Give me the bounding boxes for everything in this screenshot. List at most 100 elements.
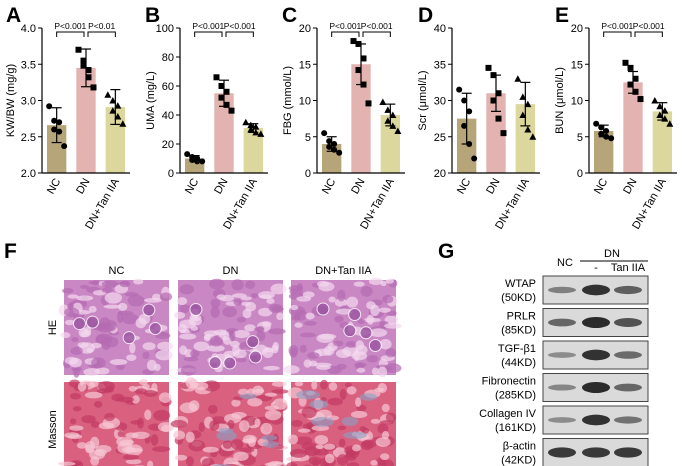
- blot-band: [548, 417, 576, 423]
- data-point: [114, 102, 122, 109]
- tissue-cell: [307, 352, 320, 359]
- panel-letter-D: D: [418, 4, 433, 27]
- tissue-cell: [381, 403, 390, 413]
- tissue-cell: [289, 448, 308, 458]
- significance-bracket: [225, 31, 254, 37]
- histology-panel: F NC DN DN+Tan IIA HE Masson: [4, 240, 402, 466]
- tissue-cell: [271, 381, 287, 387]
- blot-band: [548, 352, 576, 358]
- p-value-label: P<0.001: [633, 21, 665, 31]
- tissue-cell: [316, 280, 330, 287]
- data-point: [75, 46, 82, 53]
- glomerulus: [189, 303, 203, 317]
- data-point: [109, 97, 117, 104]
- tissue-cell: [90, 456, 100, 466]
- x-tick-label-DN: DN: [349, 176, 367, 196]
- tissue-cell: [203, 334, 211, 342]
- tissue-cell: [294, 436, 313, 445]
- tissue-cell: [150, 434, 159, 446]
- significance-bracket: [331, 31, 360, 37]
- tissue-cell: [83, 368, 101, 376]
- tissue-cell: [335, 349, 351, 359]
- protein-name: TGF-β1: [498, 343, 536, 355]
- tissue-cell: [128, 385, 137, 392]
- x-tick-label-NC: NC: [45, 176, 63, 196]
- bar-DN: [486, 93, 506, 173]
- fibrosis-area: [239, 393, 257, 400]
- bar-DN: [623, 82, 643, 173]
- data-point: [384, 106, 392, 113]
- tissue-cell: [236, 316, 246, 323]
- fibrosis-area: [311, 416, 334, 427]
- tissue-cell: [189, 314, 202, 322]
- p-value-label: P<0.001: [601, 21, 633, 31]
- tissue-cell: [183, 356, 199, 362]
- data-point: [90, 84, 97, 91]
- data-point: [627, 64, 634, 71]
- data-point: [189, 156, 196, 163]
- blot-band: [614, 351, 642, 359]
- x-tick-label-DN: DN: [74, 176, 92, 196]
- y-tick-label: 40: [162, 110, 174, 122]
- fibrosis-area: [262, 440, 279, 448]
- tissue-cell: [67, 302, 74, 310]
- blot-band: [614, 416, 642, 424]
- blot-band: [614, 285, 642, 295]
- y-tick-label: 3.5: [21, 59, 36, 71]
- tissue-cell: [155, 350, 173, 361]
- tissue-cell: [104, 292, 123, 304]
- blot-band: [548, 318, 576, 327]
- tissue-cell: [125, 458, 142, 465]
- blot-header-tan: Tan IIA: [611, 262, 646, 274]
- glomerulus: [316, 302, 330, 316]
- tissue-cell: [77, 342, 89, 348]
- tissue-cell: [368, 277, 383, 286]
- bar-NC: [46, 125, 67, 173]
- data-point: [331, 146, 338, 153]
- x-tick-label-DN: DN: [212, 176, 230, 196]
- tissue-cell: [147, 460, 154, 466]
- tissue-cell: [366, 355, 379, 363]
- panel-letter-G: G: [438, 240, 454, 263]
- tissue-cell: [327, 397, 343, 406]
- tissue-cell: [304, 320, 317, 326]
- tissue-cell: [119, 280, 131, 288]
- data-point: [223, 88, 230, 95]
- tissue-cell: [314, 435, 329, 445]
- y-tick-label: 30: [434, 96, 446, 108]
- tissue-cell: [276, 312, 284, 321]
- tissue-cell: [366, 314, 375, 325]
- y-axis-label: FBG (mmol/L): [282, 66, 294, 135]
- tissue-cell: [346, 296, 359, 308]
- tissue-cell: [160, 331, 168, 337]
- data-point: [184, 151, 191, 158]
- data-point: [490, 72, 497, 79]
- tissue-cell: [243, 434, 257, 444]
- tissue-cell: [290, 304, 299, 311]
- significance-bracket: [634, 31, 663, 37]
- tissue-cell: [116, 363, 125, 371]
- tissue-cell: [88, 305, 97, 313]
- data-point: [360, 81, 367, 88]
- tissue-cell: [90, 342, 102, 349]
- tissue-cell: [302, 291, 315, 298]
- tissue-cell: [254, 326, 264, 332]
- tissue-cell: [188, 439, 206, 452]
- tissue-cell: [170, 419, 188, 428]
- tissue-cell: [258, 291, 275, 300]
- tissue-cell: [133, 278, 144, 285]
- data-point: [218, 94, 225, 101]
- histology-image-HE-NC: [58, 278, 174, 378]
- tissue-cell: [90, 420, 100, 428]
- glomerulus: [248, 350, 262, 364]
- tissue-cell: [222, 306, 238, 318]
- tissue-cell: [370, 460, 378, 466]
- tissue-cell: [380, 453, 390, 461]
- tissue-cell: [339, 388, 347, 400]
- data-point: [627, 81, 634, 88]
